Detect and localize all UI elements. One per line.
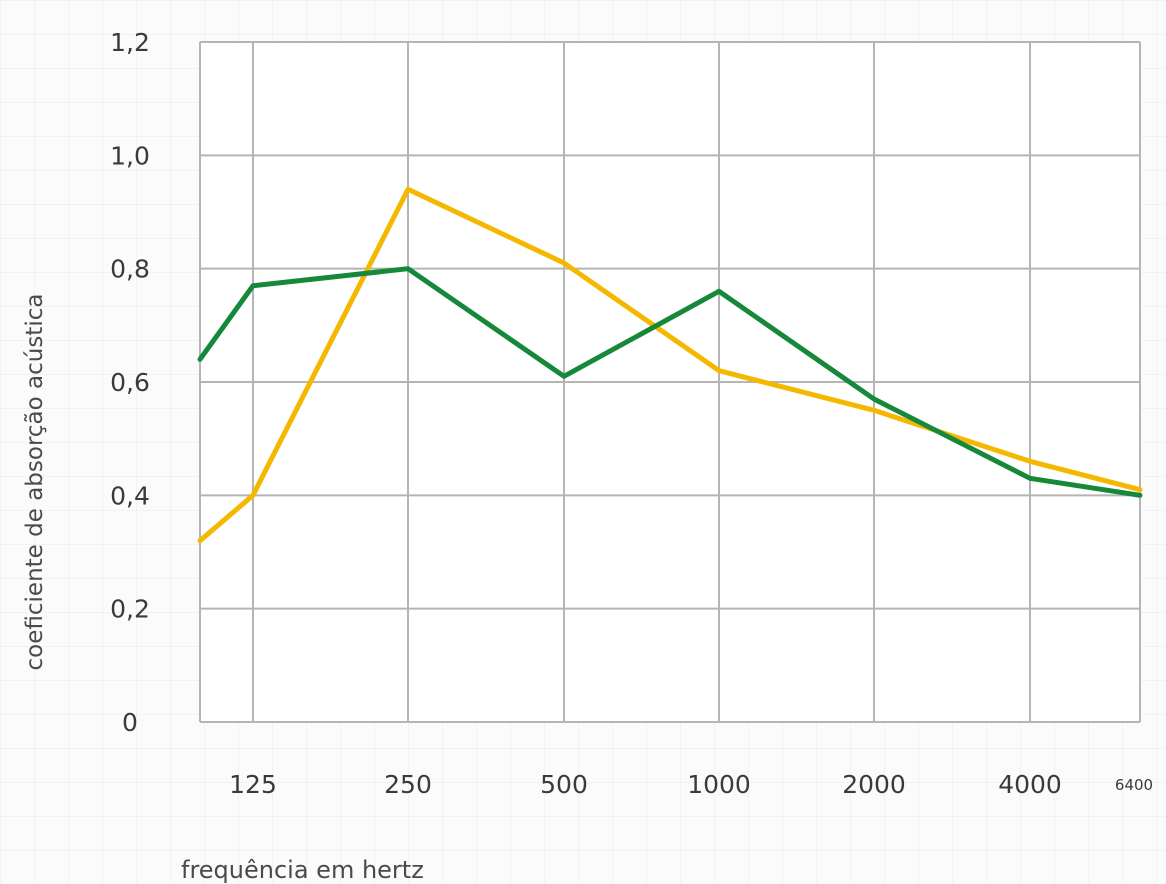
y-tick-label: 1,2: [110, 28, 150, 57]
y-tick-label: 0,8: [110, 255, 150, 284]
y-tick-label: 0: [122, 708, 138, 737]
y-tick-labels: 0 0,2 0,4 0,6 0,8 1,0 1,2: [110, 28, 150, 737]
y-tick-label: 1,0: [110, 141, 150, 170]
grid-lines: [199, 41, 1141, 723]
x-tick-label: 6400: [1115, 776, 1153, 794]
series-line-2: [197, 266, 1143, 498]
y-axis-label: coeficiente de absorção acústica: [22, 294, 48, 671]
y-tick-label: 0,6: [110, 368, 150, 397]
series-lines: [197, 186, 1143, 544]
x-tick-label: 1000: [687, 770, 751, 799]
series-line-1: [197, 186, 1143, 544]
y-tick-label: 0,4: [110, 481, 150, 510]
x-tick-labels: 125 250 500 1000 2000 4000 6400: [229, 770, 1153, 799]
x-tick-label: 125: [229, 770, 277, 799]
x-tick-label: 2000: [842, 770, 906, 799]
x-axis-label: frequência em hertz: [181, 856, 424, 884]
x-tick-label: 250: [384, 770, 432, 799]
x-tick-label: 500: [540, 770, 588, 799]
y-tick-label: 0,2: [110, 595, 150, 624]
x-tick-label: 4000: [998, 770, 1062, 799]
